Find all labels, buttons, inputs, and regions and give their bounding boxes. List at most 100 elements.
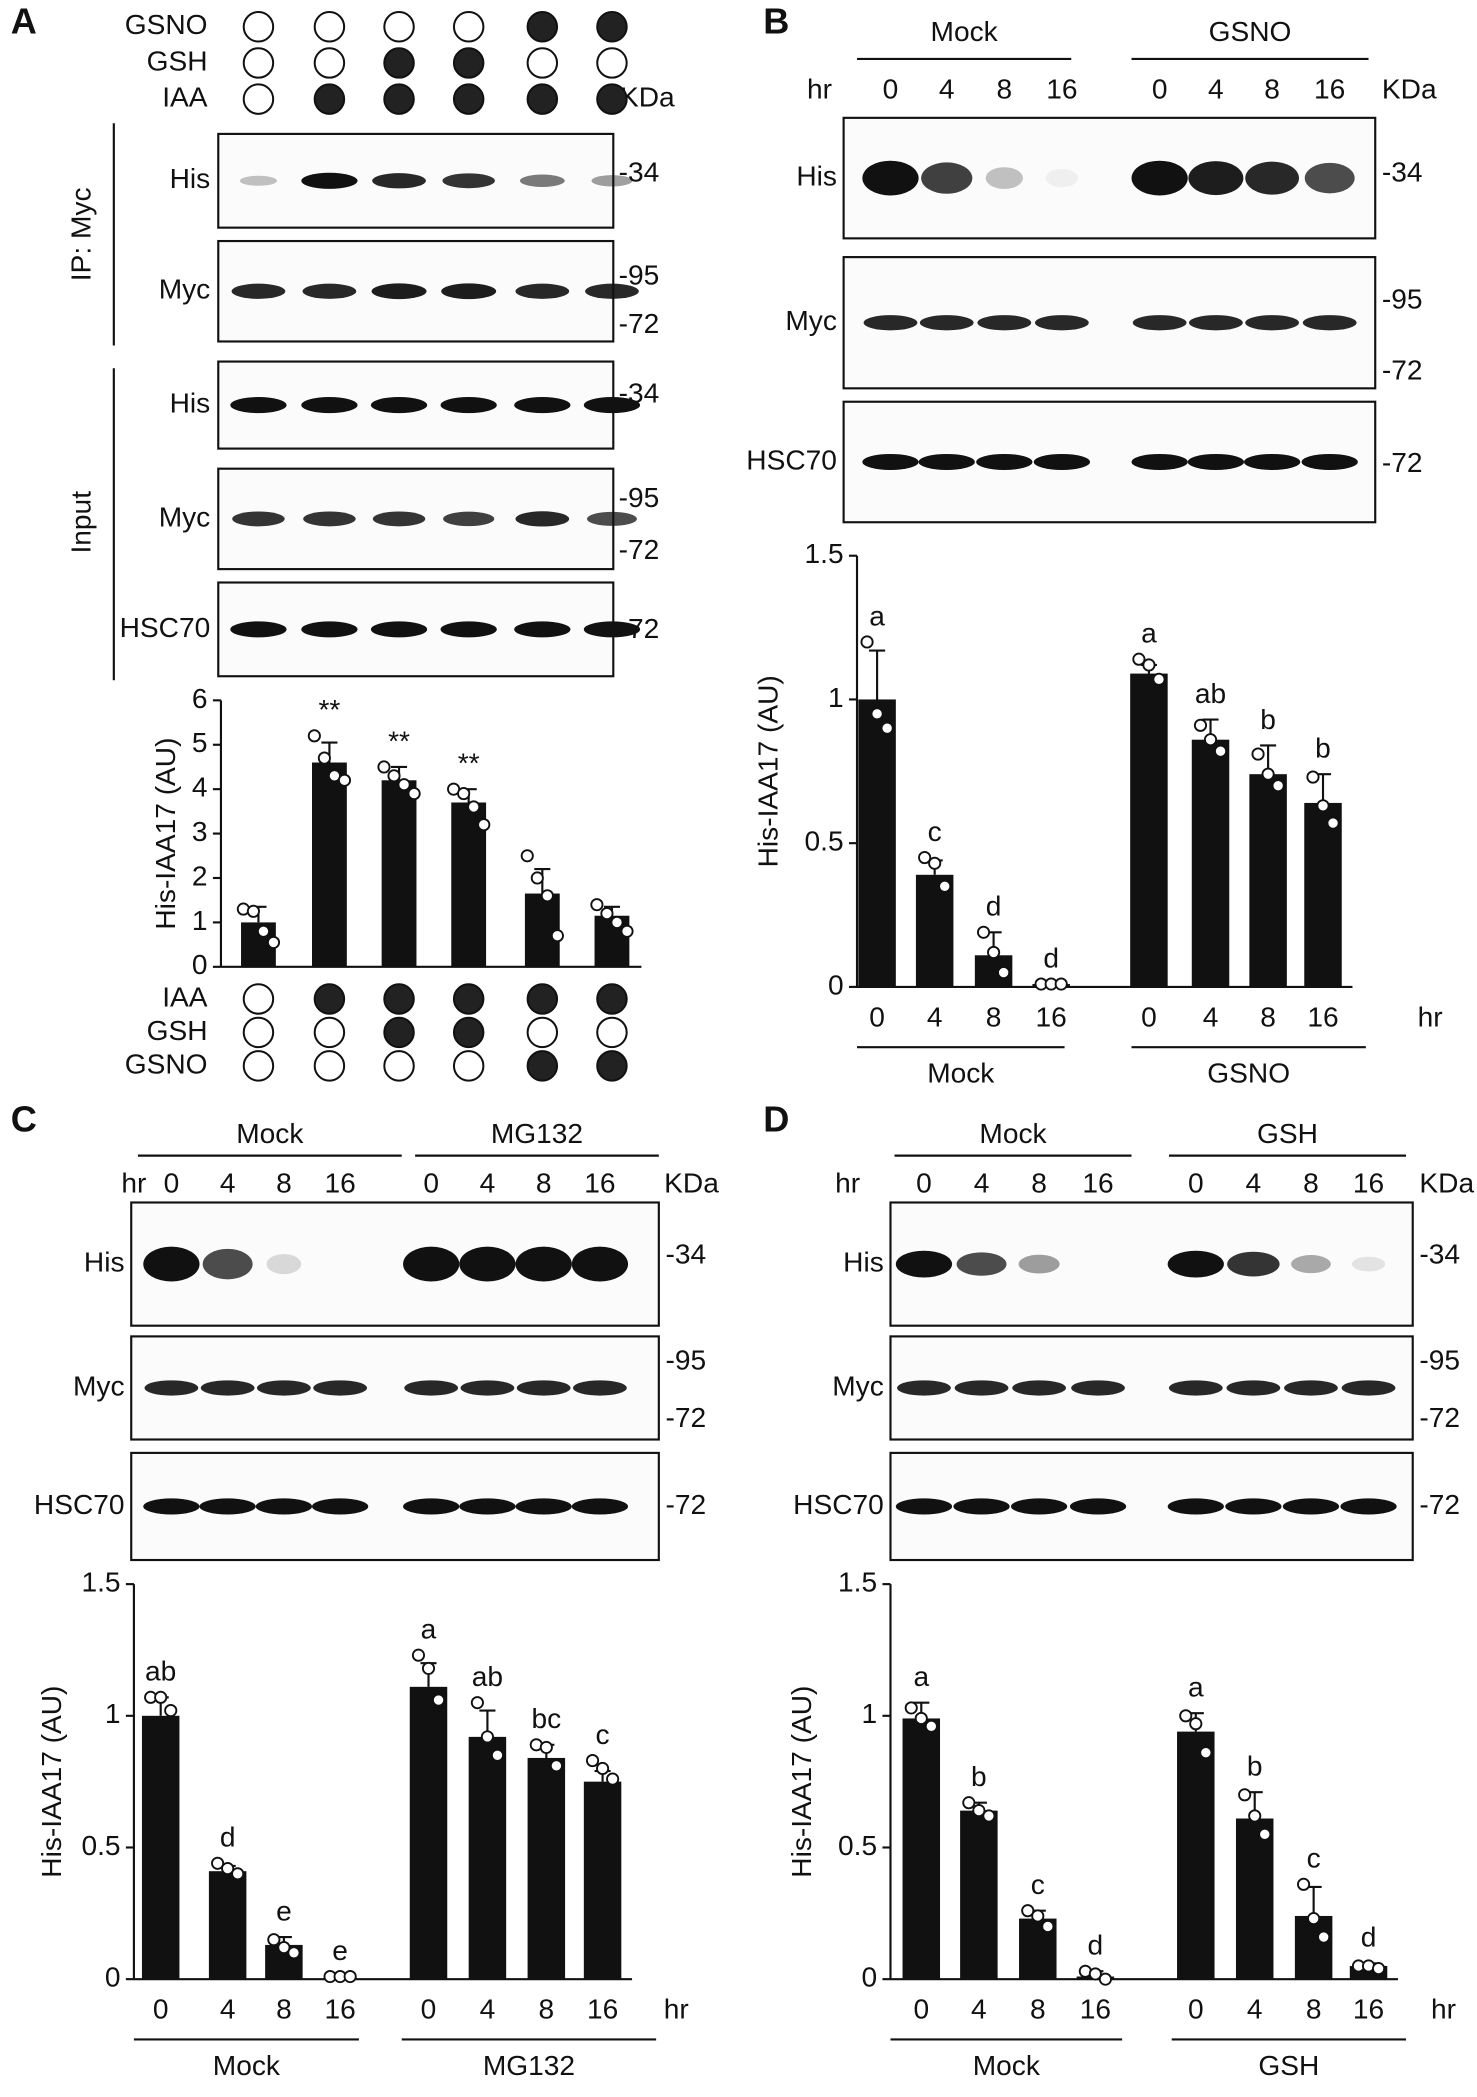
band: [1291, 1255, 1331, 1274]
treatment-circle: [242, 1016, 275, 1049]
lane-label: 16: [1353, 1168, 1384, 1199]
blot-label: His: [843, 1247, 884, 1278]
significance-label: d: [1361, 1922, 1377, 1953]
blot-label: Myc: [73, 1370, 125, 1401]
blot-label: Myc: [159, 501, 211, 532]
treatment-circle: [596, 1050, 628, 1082]
lane-label: 8: [1264, 73, 1280, 104]
band: [863, 315, 918, 331]
lane-label: 8: [1031, 1168, 1047, 1199]
data-point: [590, 898, 604, 912]
data-point: [1203, 733, 1218, 747]
size-marker: -72: [1419, 1489, 1460, 1520]
significance-label: a: [913, 1661, 929, 1692]
band: [514, 621, 571, 638]
bar: [1130, 673, 1168, 987]
group-label: Mock: [213, 2050, 281, 2081]
size-marker: -72: [666, 1402, 707, 1433]
treatment-circle: [313, 11, 346, 43]
band: [403, 1498, 460, 1515]
lane-label: 16: [1046, 73, 1077, 104]
significance-label: ab: [472, 1661, 503, 1692]
treatment-circle: [383, 47, 415, 79]
significance-label: ab: [1195, 678, 1226, 709]
band: [515, 1246, 572, 1282]
y-axis-label: His-IAA17 (AU): [36, 1686, 67, 1878]
panel-label: D: [763, 1099, 789, 1140]
size-marker: -34: [619, 377, 660, 408]
band: [573, 1380, 627, 1396]
band: [1227, 1251, 1280, 1277]
y-tick-label: 5: [192, 727, 208, 758]
band: [441, 283, 497, 300]
significance-label: a: [1188, 1671, 1204, 1702]
x-tick-label: 8: [539, 1994, 555, 2025]
data-point: [1251, 747, 1265, 761]
band: [1132, 315, 1187, 331]
data-point: [972, 1804, 986, 1818]
bar: [1304, 802, 1342, 987]
treatment-circle: [596, 47, 628, 79]
data-point: [1307, 1912, 1321, 1926]
x-axis-label: hr: [664, 1994, 689, 2025]
y-tick-label: 0: [828, 969, 844, 1000]
data-point: [860, 635, 874, 649]
significance-label: **: [318, 694, 340, 725]
band: [239, 175, 278, 186]
y-tick-label: 6: [192, 683, 208, 714]
data-point: [1142, 658, 1156, 672]
data-point: [1193, 718, 1208, 732]
data-point: [606, 1772, 620, 1786]
data-point: [480, 1730, 494, 1744]
y-axis-label: His-IAA17 (AU): [150, 738, 181, 930]
y-tick-label: 0.5: [81, 1830, 120, 1861]
data-point: [307, 729, 321, 743]
treatment-circle: [313, 983, 346, 1015]
y-tick-label: 1: [192, 905, 208, 936]
band: [232, 511, 285, 527]
blot-label: Myc: [159, 274, 211, 305]
data-point: [343, 1969, 357, 1984]
data-point: [266, 935, 281, 949]
treatment-circle: [242, 983, 275, 1015]
error-bar: [1305, 1885, 1322, 1916]
bar: [527, 1757, 566, 1980]
bar: [312, 762, 347, 967]
group-label: GSNO: [1209, 16, 1292, 47]
time-label: hr: [121, 1168, 146, 1199]
y-tick-label: 1.5: [838, 1567, 877, 1598]
data-point: [987, 945, 1001, 959]
data-point: [1189, 1717, 1203, 1731]
band: [1245, 315, 1299, 331]
band: [371, 283, 427, 300]
data-point: [620, 924, 634, 938]
treatment-circle: [452, 1050, 485, 1082]
blot-label: Myc: [832, 1370, 884, 1401]
band: [1033, 453, 1091, 471]
data-point: [1098, 1972, 1112, 1986]
band: [515, 511, 570, 527]
blot-label: HSC70: [34, 1489, 125, 1520]
band: [918, 453, 975, 471]
y-tick-label: 0.5: [805, 826, 844, 857]
band: [440, 397, 497, 414]
data-point: [918, 850, 932, 865]
data-point: [387, 769, 401, 783]
band: [921, 162, 973, 194]
treatment-circle: [313, 1050, 346, 1082]
band: [1187, 453, 1245, 471]
band: [257, 1380, 311, 1396]
size-marker: -72: [1419, 1402, 1460, 1433]
lane-label: 0: [164, 1168, 180, 1199]
band: [1188, 161, 1244, 196]
treatment-circle: [313, 83, 346, 115]
data-point: [1152, 672, 1166, 686]
significance-label: e: [332, 1935, 348, 1966]
y-tick-label: 0: [861, 1962, 877, 1993]
band: [583, 621, 641, 638]
lane-label: 16: [1314, 73, 1345, 104]
group-label: GSH: [1257, 1118, 1318, 1149]
data-point: [520, 849, 534, 863]
band: [1284, 1380, 1338, 1396]
bar: [583, 1781, 622, 1980]
